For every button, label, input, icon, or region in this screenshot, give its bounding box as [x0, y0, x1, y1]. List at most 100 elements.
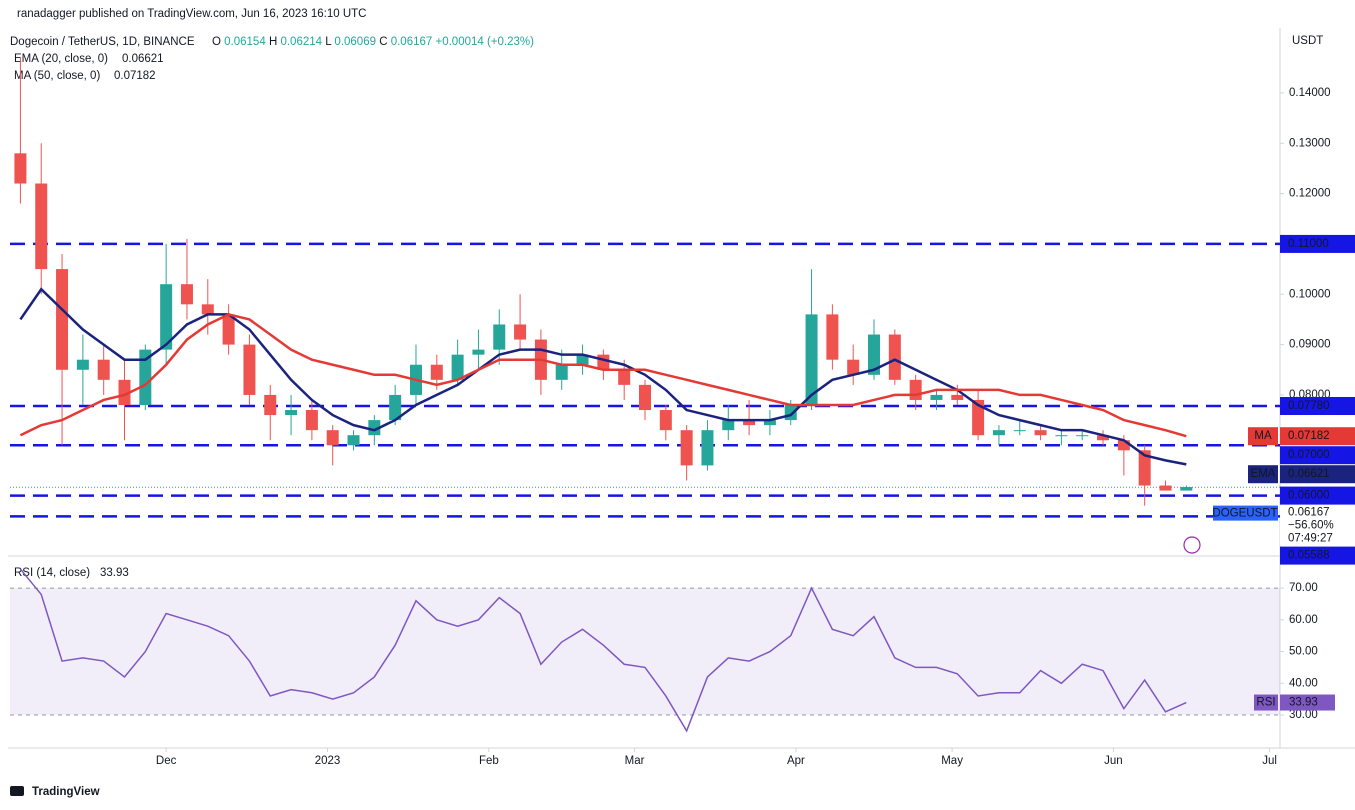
candle-body	[56, 269, 69, 370]
rsi-line	[19, 568, 1187, 733]
rsi-value-box	[1280, 694, 1335, 711]
candle-body	[368, 420, 381, 436]
candle-body	[1180, 487, 1193, 491]
candle	[264, 384, 277, 441]
x-tick-label: May	[941, 755, 963, 767]
candle-body	[97, 359, 110, 380]
candle	[180, 238, 193, 320]
candle-body	[430, 364, 443, 380]
candle-body	[35, 183, 48, 270]
level-label: 0.11000	[1288, 238, 1329, 250]
candle	[14, 57, 27, 204]
candle	[1117, 435, 1130, 476]
candle-body	[1076, 435, 1089, 437]
candle-body	[1055, 435, 1068, 437]
indicator-value-label: 0.06621	[1288, 468, 1330, 480]
header-value: H	[269, 36, 277, 48]
candle-body	[347, 435, 360, 446]
candle	[35, 143, 48, 295]
ohlc-header: O 0.06154 H 0.06214 L 0.06069 C 0.06167 …	[212, 36, 534, 48]
candle-body	[285, 410, 298, 416]
header-value: +0.00014 (+0.23%)	[436, 36, 535, 48]
y-tick-label: 0.14000	[1289, 87, 1331, 99]
candle-body	[972, 399, 985, 436]
candle-body	[14, 153, 27, 184]
header-value: 0.06214	[280, 36, 322, 48]
candle	[347, 430, 360, 451]
candle	[97, 344, 110, 395]
indicator-value-label-box	[1280, 465, 1355, 484]
candle	[701, 420, 714, 471]
candle	[243, 334, 256, 405]
candle	[951, 384, 964, 405]
currency: USDT	[1292, 35, 1323, 47]
candle-body	[576, 354, 589, 365]
candle-body	[555, 364, 568, 380]
candle	[618, 359, 631, 400]
candle-body	[805, 314, 818, 405]
candle-body	[326, 430, 339, 446]
candle	[514, 294, 527, 350]
candle	[1180, 485, 1193, 491]
level-label-box	[1280, 234, 1355, 253]
candle	[326, 425, 339, 466]
header-value: 0.06154	[224, 36, 266, 48]
candle	[139, 344, 152, 411]
candle-body	[305, 410, 318, 431]
candle-body	[1013, 430, 1026, 432]
x-tick-label: Apr	[787, 755, 805, 767]
candle-body	[1159, 485, 1172, 491]
candle	[56, 253, 69, 446]
x-tick-label: 2023	[315, 755, 341, 767]
candle-body	[1034, 430, 1047, 436]
rsi-legend: RSI (14, close)	[14, 567, 90, 579]
candle	[285, 394, 298, 436]
candle	[576, 344, 589, 375]
header-value: L	[325, 36, 332, 48]
level-label: 0.07780	[1288, 400, 1330, 412]
candle	[743, 399, 756, 436]
candle-body	[389, 394, 402, 421]
y-tick-label: 0.12000	[1289, 188, 1331, 200]
candle	[659, 405, 672, 441]
x-tick-label: Mar	[625, 755, 645, 767]
candle	[972, 389, 985, 441]
candle	[1034, 425, 1047, 441]
published-note: ranadagger published on TradingView.com,…	[17, 8, 367, 20]
candle	[722, 405, 735, 441]
y-tick-label: 50.00	[1289, 646, 1318, 658]
candle-body	[951, 394, 964, 400]
candle	[472, 329, 485, 370]
candle	[118, 359, 131, 441]
ema-legend: EMA (20, close, 0)	[14, 53, 108, 65]
event-icon[interactable]	[1183, 536, 1201, 554]
candle	[639, 379, 651, 421]
header-value: C	[379, 36, 387, 48]
candle-body	[160, 284, 173, 350]
level-label-box	[1280, 486, 1355, 505]
symbol-tag-label: DOGEUSDT	[1212, 508, 1277, 520]
candle-body	[201, 304, 214, 315]
y-tick-label: 0.13000	[1289, 137, 1331, 149]
rsi-band	[10, 588, 1280, 716]
candle	[680, 425, 693, 481]
candle	[847, 344, 860, 385]
ma-legend: MA (50, close, 0)	[14, 70, 100, 82]
x-tick-label: Jun	[1104, 755, 1123, 767]
chart-title: Dogecoin / TetherUS, 1D, BINANCE	[10, 36, 195, 48]
candle	[222, 304, 235, 355]
candle-body	[472, 349, 485, 355]
y-tick-label: 30.00	[1289, 709, 1318, 721]
indicator-tag-label: MA	[1254, 430, 1272, 442]
level-label: 0.06000	[1288, 490, 1330, 502]
indicator-tag	[1248, 427, 1278, 446]
candle-body	[680, 430, 693, 466]
countdown: 07:49:27	[1288, 533, 1333, 545]
candle-body	[701, 430, 714, 466]
candle	[992, 425, 1005, 446]
y-tick-label: 40.00	[1289, 677, 1318, 689]
level-label-box	[1280, 546, 1355, 565]
last-price-box	[1280, 505, 1355, 546]
candle-body	[992, 430, 1005, 436]
rsi-tag-label: RSI	[1256, 697, 1275, 709]
